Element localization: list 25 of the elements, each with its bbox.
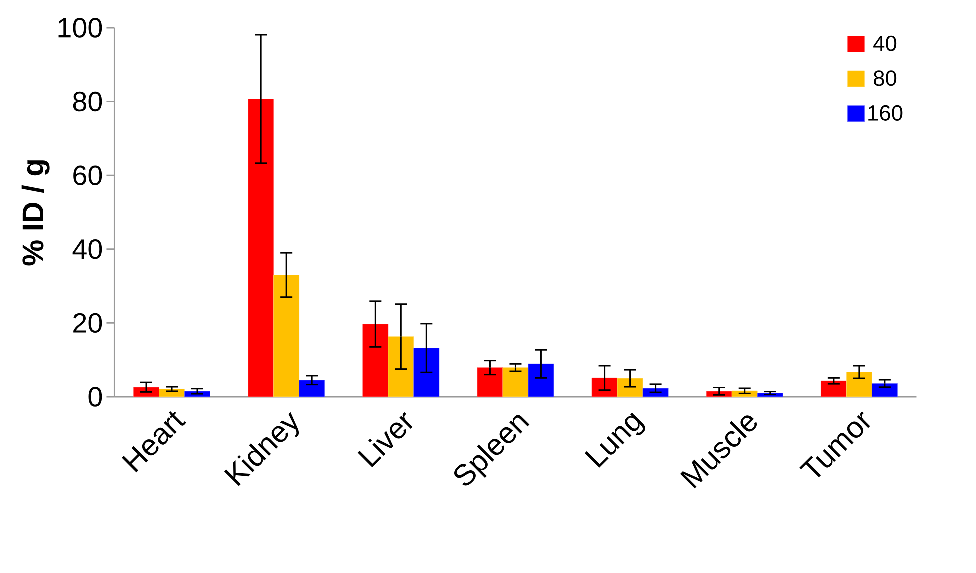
bar [706,391,732,397]
bar [477,368,504,397]
bar [502,368,529,397]
bar [414,348,440,397]
bar [820,380,847,397]
bar [617,378,644,397]
bar [274,275,300,397]
y-tick-label: 100 [58,18,102,38]
bar [846,372,872,397]
y-tick-label: 40 [72,240,102,260]
bar [528,364,554,397]
y-tick-label: 60 [74,166,102,186]
bar [872,384,898,397]
bar [362,324,389,397]
bar [299,380,326,397]
bar [159,389,185,397]
legend-label: 80 [874,70,897,86]
bar [592,378,618,397]
y-tick-label: 80 [73,92,102,112]
legend-label: 160 [868,105,903,121]
y-axis-title: % ID / g [22,160,50,266]
y-tick-label: 20 [74,313,102,334]
y-tick-label: 0 [88,387,102,407]
bar [248,99,274,397]
legend-label: 40 [874,36,897,52]
